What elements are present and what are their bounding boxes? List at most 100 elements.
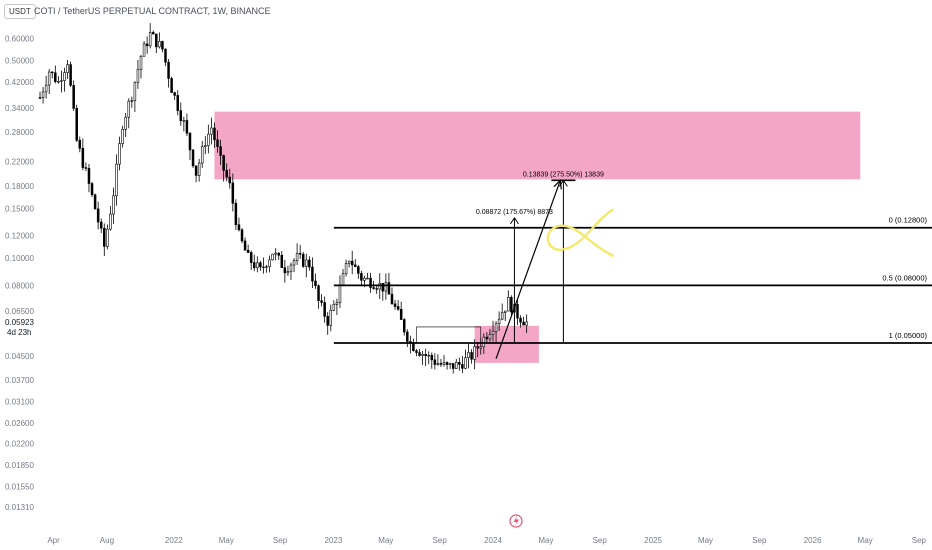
candle [451, 363, 455, 374]
candle [38, 91, 42, 100]
candle [344, 259, 348, 277]
candle [204, 136, 207, 155]
current-price-label: 0.05923 [5, 318, 34, 327]
candle [185, 113, 189, 137]
y-tick-label: 0.01310 [5, 503, 34, 512]
candle [301, 251, 305, 268]
y-tick-label: 0.18000 [5, 182, 34, 191]
candle [182, 116, 186, 132]
candles [38, 23, 528, 374]
candle [289, 262, 293, 280]
candle [433, 353, 437, 370]
candle [317, 284, 320, 309]
candle [326, 312, 329, 335]
candle [243, 237, 247, 251]
chart-title: COTI / TetherUS PERPETUAL CONTRACT, 1W, … [34, 6, 271, 16]
candle [152, 30, 155, 35]
x-tick-label: Apr [47, 536, 60, 545]
candle [240, 227, 244, 244]
time-axis[interactable]: Apr Aug 2022 May Sep 2023 May Sep 2024 May Sep 2025… [47, 536, 926, 545]
candle [44, 75, 48, 99]
y-tick-label: 0.08000 [5, 281, 34, 290]
zone-1 [474, 325, 539, 363]
candle [133, 81, 137, 112]
candle [249, 250, 253, 271]
candle [127, 98, 131, 129]
candle [47, 68, 51, 95]
y-tick-label: 0.12000 [5, 232, 34, 241]
candle [491, 320, 495, 342]
candle [277, 252, 280, 260]
candle [130, 96, 134, 108]
candle [497, 311, 501, 331]
x-tick-label: Sep [273, 536, 288, 545]
x-tick-label: 2026 [804, 536, 822, 545]
candle [96, 201, 100, 230]
candle [295, 243, 299, 265]
y-tick-label: 0.60000 [5, 34, 34, 43]
candle [170, 76, 173, 93]
candle [485, 332, 489, 344]
candle [93, 193, 97, 210]
fib-label: 0 (0.12800) [889, 216, 928, 225]
candle [366, 272, 369, 280]
candle [510, 295, 513, 316]
y-tick-label: 0.22000 [5, 157, 34, 166]
candle [145, 36, 149, 54]
candle [268, 255, 271, 273]
candle [329, 304, 333, 332]
candle [375, 285, 378, 294]
candle [305, 253, 308, 278]
candle [164, 48, 167, 67]
candle [66, 60, 69, 79]
x-tick-label: 2022 [165, 536, 183, 545]
y-tick-label: 0.50000 [5, 57, 34, 66]
candle [121, 125, 124, 148]
candle [415, 349, 418, 357]
x-tick-label: May [378, 536, 393, 545]
y-tick-label: 0.02600 [5, 419, 34, 428]
candle [179, 102, 183, 126]
candle [439, 358, 443, 367]
candle [173, 91, 176, 100]
candle [234, 199, 238, 230]
candle [448, 362, 452, 370]
candle [161, 40, 164, 53]
candle [207, 124, 210, 154]
price-axis[interactable]: 0.60000 0.50000 0.42000 0.34000 0.28000 0.220… [5, 34, 34, 512]
candle [213, 122, 216, 148]
candle [298, 244, 302, 259]
candle [191, 149, 195, 168]
candle [103, 223, 106, 256]
candle [424, 348, 427, 367]
x-tick-label: Sep [433, 536, 448, 545]
symbol-badge[interactable]: USDT [4, 4, 36, 19]
candle [341, 268, 345, 287]
x-tick-label: 2025 [644, 536, 662, 545]
y-tick-label: 0.06500 [5, 307, 34, 316]
y-tick-label: 0.34000 [5, 104, 34, 113]
x-tick-label: Sep [752, 536, 767, 545]
x-tick-label: May [698, 536, 713, 545]
y-tick-label: 0.10000 [5, 254, 34, 263]
y-tick-label: 0.28000 [5, 128, 34, 137]
candle [72, 80, 75, 111]
projection-arrowhead [553, 179, 562, 190]
candle [354, 259, 357, 268]
x-tick-label: 2023 [324, 536, 342, 545]
candle [253, 254, 256, 272]
candle [237, 217, 241, 232]
candle [503, 310, 507, 321]
candle [50, 71, 54, 79]
y-tick-label: 0.01550 [5, 483, 34, 492]
candle [246, 244, 250, 253]
fish-marker [546, 208, 614, 257]
candle [412, 338, 415, 352]
candle [256, 256, 259, 273]
candle [384, 273, 388, 300]
range-box [416, 326, 482, 343]
candle [406, 329, 409, 348]
candle [109, 206, 112, 231]
candle [458, 357, 461, 371]
